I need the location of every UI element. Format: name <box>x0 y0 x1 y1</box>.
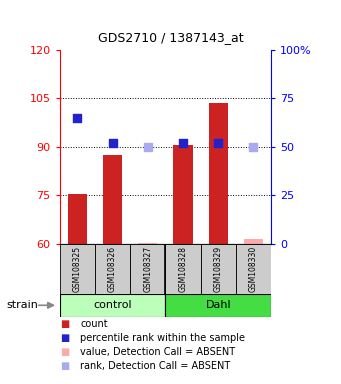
Bar <box>236 244 271 294</box>
Bar <box>209 103 228 244</box>
Point <box>180 140 186 146</box>
Bar <box>165 294 271 317</box>
Text: strain: strain <box>7 300 39 310</box>
Text: GSM108326: GSM108326 <box>108 246 117 292</box>
Text: control: control <box>93 300 132 310</box>
Text: GSM108328: GSM108328 <box>178 246 188 292</box>
Point <box>216 140 221 146</box>
Point <box>145 144 150 150</box>
Point <box>110 140 115 146</box>
Text: GSM108330: GSM108330 <box>249 246 258 292</box>
Bar <box>95 244 130 294</box>
Bar <box>173 145 193 244</box>
Bar <box>103 155 122 244</box>
Text: value, Detection Call = ABSENT: value, Detection Call = ABSENT <box>80 347 235 357</box>
Text: ■: ■ <box>60 319 69 329</box>
Bar <box>60 294 165 317</box>
Text: GDS2710 / 1387143_at: GDS2710 / 1387143_at <box>98 31 243 44</box>
Text: GSM108327: GSM108327 <box>143 246 152 292</box>
Bar <box>165 244 201 294</box>
Text: ■: ■ <box>60 361 69 371</box>
Text: GSM108325: GSM108325 <box>73 246 82 292</box>
Point <box>75 115 80 121</box>
Bar <box>201 244 236 294</box>
Bar <box>130 244 165 294</box>
Point <box>251 144 256 150</box>
Text: GSM108329: GSM108329 <box>214 246 223 292</box>
Text: rank, Detection Call = ABSENT: rank, Detection Call = ABSENT <box>80 361 231 371</box>
Bar <box>244 239 263 244</box>
Text: ■: ■ <box>60 333 69 343</box>
Text: ■: ■ <box>60 347 69 357</box>
Bar <box>138 243 158 244</box>
Text: percentile rank within the sample: percentile rank within the sample <box>80 333 245 343</box>
Bar <box>60 244 95 294</box>
Text: Dahl: Dahl <box>205 300 231 310</box>
Bar <box>68 194 87 244</box>
Text: count: count <box>80 319 108 329</box>
